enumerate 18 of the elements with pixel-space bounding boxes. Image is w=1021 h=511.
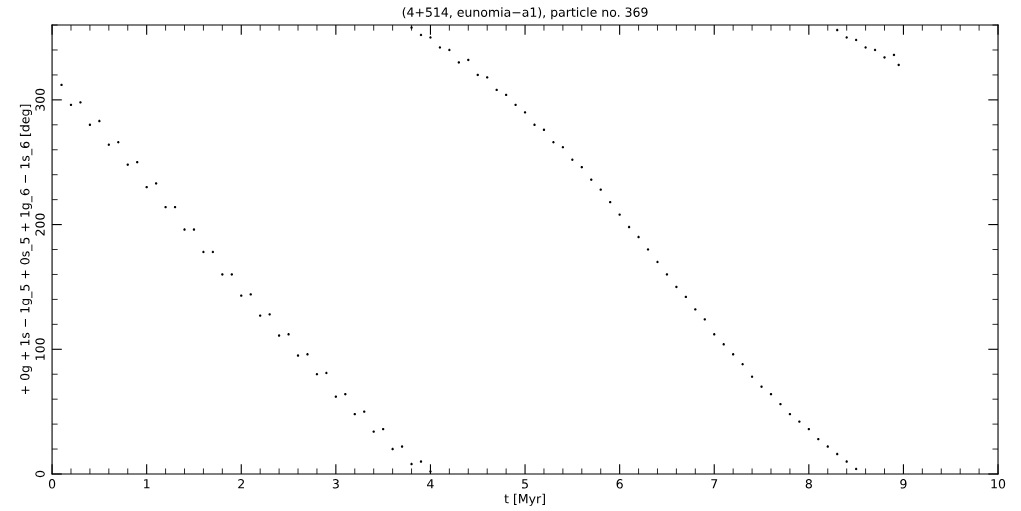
x-tick-label: 5 bbox=[522, 479, 528, 489]
x-tick-label: 0 bbox=[48, 479, 56, 489]
x-tick-label: 1 bbox=[144, 479, 150, 489]
y-tick-label: 300 bbox=[35, 88, 45, 111]
chart-title: (4+514, eunomia−a1), particle no. 369 bbox=[402, 7, 648, 20]
y-tick-label: 100 bbox=[35, 338, 45, 360]
x-tick-label: 10 bbox=[991, 479, 1006, 489]
x-tick-label: 8 bbox=[805, 479, 812, 489]
y-axis-title: + 0g + 1s − 1g_5 + 0s_5 + 1g_6 − 1s_6 [deg] bbox=[19, 104, 33, 395]
x-tick-label: 3 bbox=[332, 479, 339, 489]
x-tick-label: 9 bbox=[900, 479, 907, 489]
x-tick-label: 4 bbox=[427, 479, 434, 489]
x-tick-label: 2 bbox=[238, 479, 244, 489]
x-tick-label: 7 bbox=[711, 479, 718, 489]
y-tick-label: 0 bbox=[35, 470, 45, 478]
x-tick-label: 6 bbox=[616, 479, 623, 489]
x-axis-title: t [Myr] bbox=[504, 493, 545, 506]
y-tick-label: 200 bbox=[35, 213, 45, 236]
